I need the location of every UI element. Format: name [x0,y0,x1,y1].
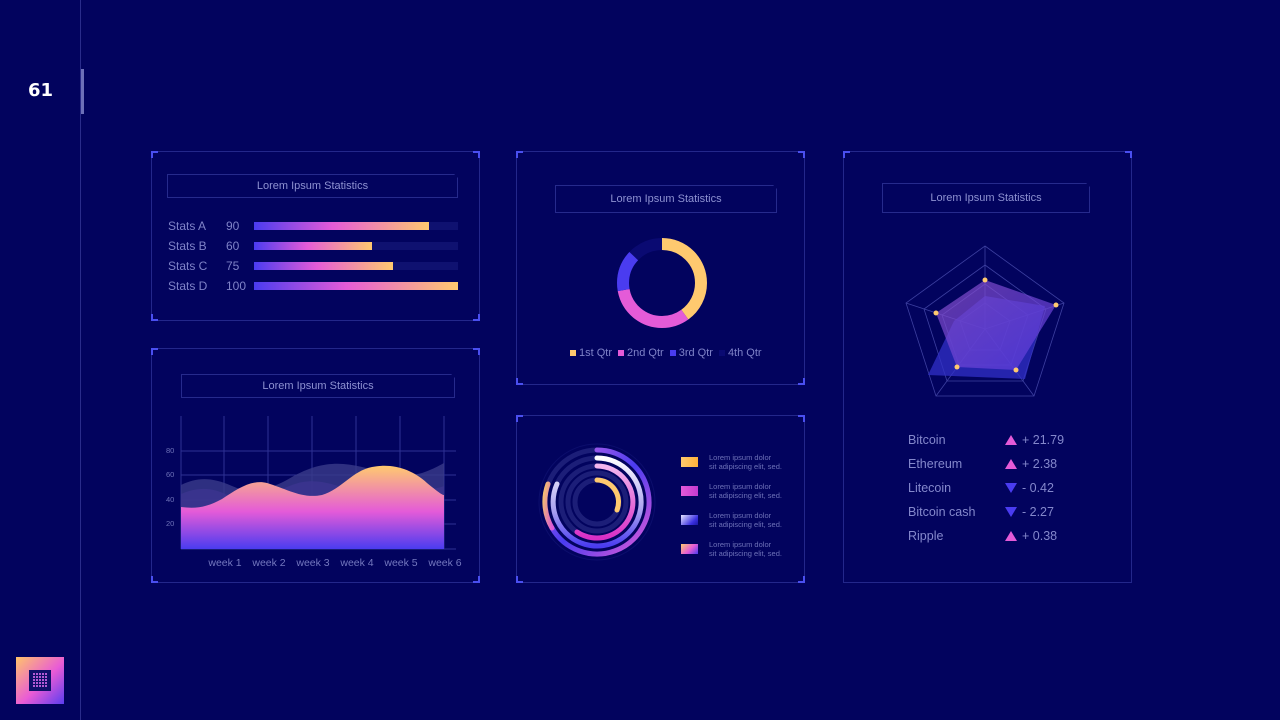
arrow-up-icon [1005,531,1017,541]
crypto-row: Ethereum + 2.38 [908,457,1078,473]
legend-swatch [681,544,698,554]
legend-swatch [681,486,698,496]
x-tick-label: week 3 [296,557,330,569]
arrow-down-icon [1005,507,1017,517]
stat-row: Stats C 75 [168,259,458,273]
radial-rings-chart [538,443,656,561]
y-tick-label: 60 [166,470,175,479]
stat-bar-fill [254,262,393,270]
stat-value: 60 [226,239,240,253]
legend-label: 3rd Qtr [678,347,713,359]
x-tick-label: week 5 [384,557,418,569]
stat-value: 100 [226,279,247,293]
y-tick-label: 40 [166,495,175,504]
legend-text: Lorem ipsum dolor sit adipiscing elit, se… [709,453,782,471]
donut-chart [617,238,707,328]
legend-text: Lorem ipsum dolor sit adipiscing elit, se… [709,511,782,529]
legend-label: 4th Qtr [727,347,762,359]
crypto-change: + 21.79 [1022,433,1065,447]
x-tick-label: week 1 [208,557,242,569]
crypto-name: Bitcoin [908,433,946,447]
rings-legend-item: Lorem ipsum dolor sit adipiscing elit, se… [681,511,801,533]
arrow-down-icon [1005,483,1017,493]
stat-row: Stats A 90 [168,219,458,233]
page-marker [81,69,84,114]
panel-title: Lorem Ipsum Statistics [555,185,777,213]
rings-legend-item: Lorem ipsum dolor sit adipiscing elit, se… [681,482,801,504]
crypto-change: + 0.38 [1022,529,1058,543]
crypto-name: Ethereum [908,457,963,471]
stat-label: Stats C [168,259,208,273]
crypto-row: Ripple + 0.38 [908,529,1078,545]
crypto-change: + 2.38 [1022,457,1058,471]
logo-grid-icon [29,670,51,691]
legend-text: Lorem ipsum dolor sit adipiscing elit, se… [709,540,782,558]
arrow-up-icon [1005,435,1017,445]
crypto-name: Bitcoin cash [908,505,976,519]
legend-label: 1st Qtr [579,347,613,359]
area-chart-panel: Lorem Ipsum Statistics 80 60 40 20 [151,348,480,583]
crypto-row: Bitcoin cash - 2.27 [908,505,1078,521]
legend-label: 2nd Qtr [627,347,664,359]
logo [16,657,64,704]
legend-swatch [718,350,725,356]
radar-chart [905,245,1065,397]
stat-bar-track [254,282,458,290]
crypto-row: Bitcoin + 21.79 [908,433,1078,449]
legend-swatch [618,350,625,356]
crypto-change: - 2.27 [1022,505,1054,519]
stat-label: Stats D [168,279,208,293]
y-tick-label: 80 [166,446,175,455]
area-chart [180,416,456,550]
stat-bar-track [254,262,458,270]
page-number: 61 [28,80,54,101]
sidebar-divider [80,0,81,720]
y-tick-label: 20 [166,519,175,528]
stat-value: 90 [226,219,240,233]
stat-label: Stats A [168,219,207,233]
legend-text: Lorem ipsum dolor sit adipiscing elit, se… [709,482,782,500]
radar-chart-panel: Lorem Ipsum Statistics [843,151,1132,583]
legend-item: 1st Qtr [570,347,612,359]
crypto-name: Litecoin [908,481,952,495]
rings-legend-item: Lorem ipsum dolor sit adipiscing elit, se… [681,453,801,475]
stat-bar-track [254,242,458,250]
x-tick-label: week 4 [340,557,374,569]
legend-swatch [570,350,576,356]
legend-item: 2nd Qtr [618,347,664,359]
stat-bar-track [254,222,458,230]
donut-legend: 1st Qtr 2nd Qtr 3rd Qtr 4th Qtr [570,347,762,359]
legend-swatch [669,350,676,356]
stat-label: Stats B [168,239,207,253]
crypto-change: - 0.42 [1022,481,1054,495]
donut-chart-panel: Lorem Ipsum Statistics 1st Qtr 2nd Qtr 3rd… [516,151,805,385]
stat-bar-fill [254,242,373,250]
rings-chart-panel: Lorem ipsum dolor sit adipiscing elit, se… [516,415,805,583]
crypto-name: Ripple [908,529,944,543]
stat-row: Stats B 60 [168,239,458,253]
x-tick-label: week 2 [252,557,286,569]
legend-swatch [681,457,698,467]
bar-stats-panel: Lorem Ipsum Statistics Stats A 90 Stats B 6… [151,151,480,321]
rings-legend-item: Lorem ipsum dolor sit adipiscing elit, se… [681,540,801,562]
panel-title: Lorem Ipsum Statistics [882,183,1090,213]
crypto-row: Litecoin - 0.42 [908,481,1078,497]
legend-item: 4th Qtr [718,347,762,359]
stat-bar-fill [254,282,458,290]
arrow-up-icon [1005,459,1017,469]
stat-row: Stats D 100 [168,279,458,293]
stat-value: 75 [226,259,240,273]
stat-bar-fill [254,222,430,230]
legend-item: 3rd Qtr [669,347,713,359]
x-tick-label: week 6 [428,557,462,569]
panel-title: Lorem Ipsum Statistics [167,174,458,198]
legend-swatch [681,515,698,525]
panel-title: Lorem Ipsum Statistics [181,374,455,398]
